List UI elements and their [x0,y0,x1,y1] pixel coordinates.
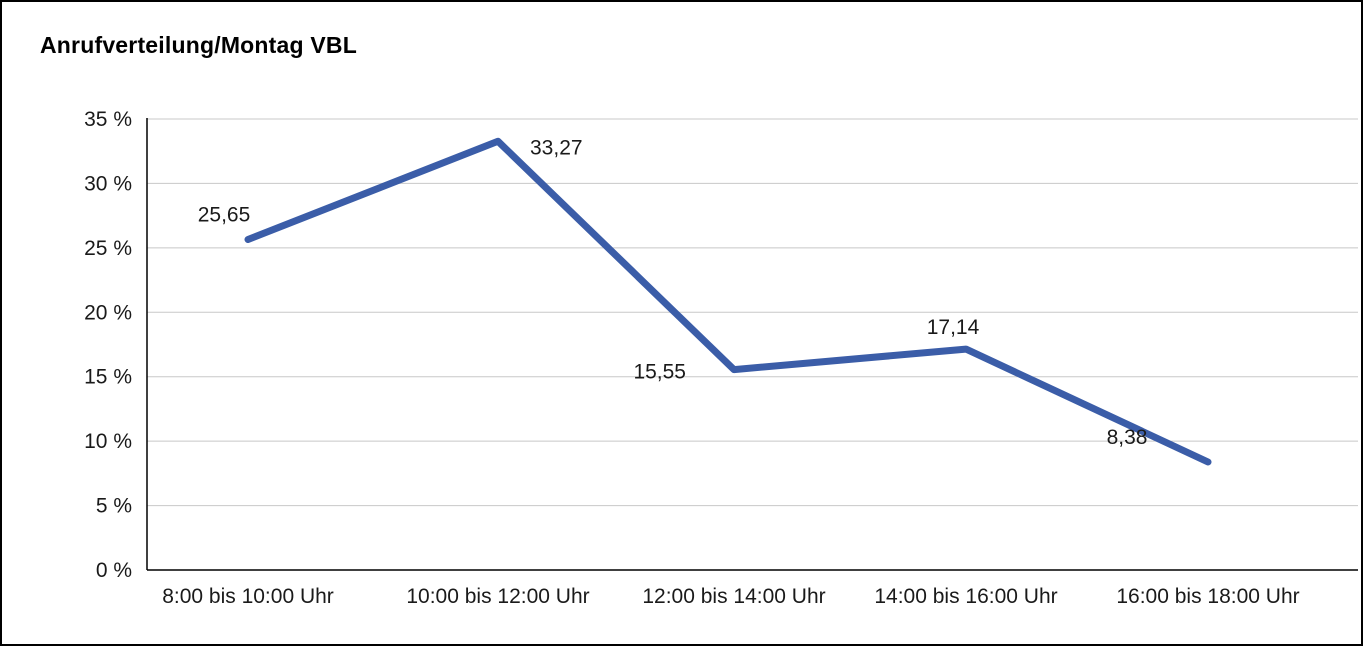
data-point-label: 17,14 [927,316,980,339]
y-tick-label: 20 % [84,301,132,324]
data-point-label: 15,55 [633,361,686,384]
data-point-label: 33,27 [530,136,583,159]
x-tick-label: 16:00 bis 18:00 Uhr [1116,585,1299,608]
y-tick-label: 30 % [84,172,132,195]
y-tick-label: 5 % [96,495,132,518]
data-point-label: 8,38 [1107,426,1148,449]
x-tick-label: 14:00 bis 16:00 Uhr [874,585,1057,608]
series-line [244,137,1212,466]
chart-title: Anrufverteilung/Montag VBL [40,32,357,58]
data-point-label: 25,65 [198,203,251,226]
y-tick-label: 25 % [84,237,132,260]
y-tick-label: 15 % [84,366,132,389]
y-tick-label: 35 % [84,108,132,131]
x-tick-label: 10:00 bis 12:00 Uhr [406,585,589,608]
y-tick-label: 10 % [84,430,132,453]
x-tick-label: 12:00 bis 14:00 Uhr [642,585,825,608]
y-tick-label: 0 % [96,559,132,582]
x-tick-label: 8:00 bis 10:00 Uhr [162,585,334,608]
